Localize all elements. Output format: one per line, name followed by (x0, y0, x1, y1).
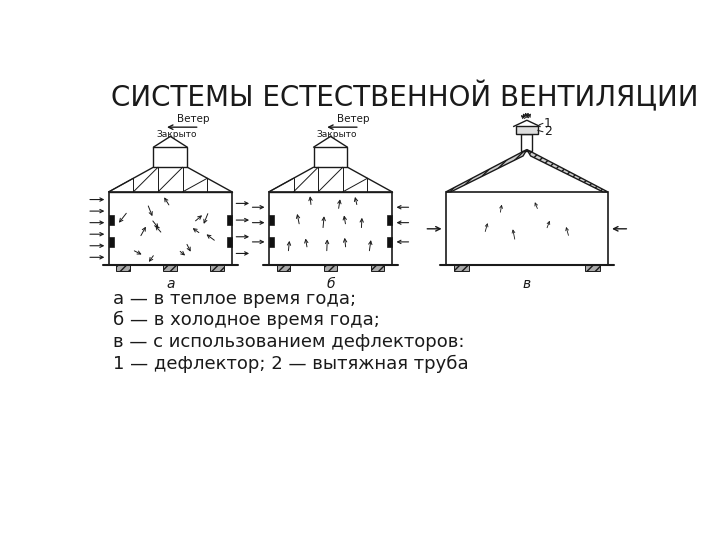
Bar (521, 134, 532, 151)
Text: 1: 1 (544, 117, 552, 130)
Bar (117, 265, 130, 271)
Text: Ветер: Ветер (338, 114, 370, 124)
Text: б: б (326, 276, 335, 291)
Text: Ветер: Ветер (177, 114, 210, 124)
Bar (387, 215, 392, 225)
Bar (269, 192, 392, 265)
Bar (227, 237, 232, 247)
Bar (454, 265, 469, 271)
Text: а: а (166, 276, 174, 291)
Bar (269, 237, 274, 247)
Bar (109, 237, 114, 247)
Bar (323, 265, 338, 271)
Bar (516, 126, 538, 134)
Bar (276, 265, 290, 271)
Bar (446, 192, 608, 265)
Polygon shape (527, 150, 608, 192)
Text: 1 — дефлектор; 2 — вытяжная труба: 1 — дефлектор; 2 — вытяжная труба (113, 354, 469, 373)
Bar (153, 147, 187, 167)
Bar (371, 265, 384, 271)
Bar (314, 147, 348, 167)
Text: б — в холодное время года;: б — в холодное время года; (113, 311, 380, 329)
Text: СИСТЕМЫ ЕСТЕСТВЕННОЙ ВЕНТИЛЯЦИИ: СИСТЕМЫ ЕСТЕСТВЕННОЙ ВЕНТИЛЯЦИИ (111, 82, 698, 113)
Text: Закрыто: Закрыто (156, 130, 197, 139)
Bar (109, 192, 232, 265)
Bar (109, 215, 114, 225)
Bar (269, 215, 274, 225)
Text: а — в теплое время года;: а — в теплое время года; (113, 289, 356, 308)
Bar (227, 215, 232, 225)
Text: Закрыто: Закрыто (316, 130, 357, 139)
Bar (585, 265, 600, 271)
Polygon shape (446, 150, 527, 192)
Bar (387, 237, 392, 247)
Bar (163, 265, 177, 271)
Text: в — с использованием дефлекторов:: в — с использованием дефлекторов: (113, 333, 465, 351)
Text: в: в (523, 276, 531, 291)
Text: 2: 2 (544, 125, 552, 138)
Bar (210, 265, 224, 271)
